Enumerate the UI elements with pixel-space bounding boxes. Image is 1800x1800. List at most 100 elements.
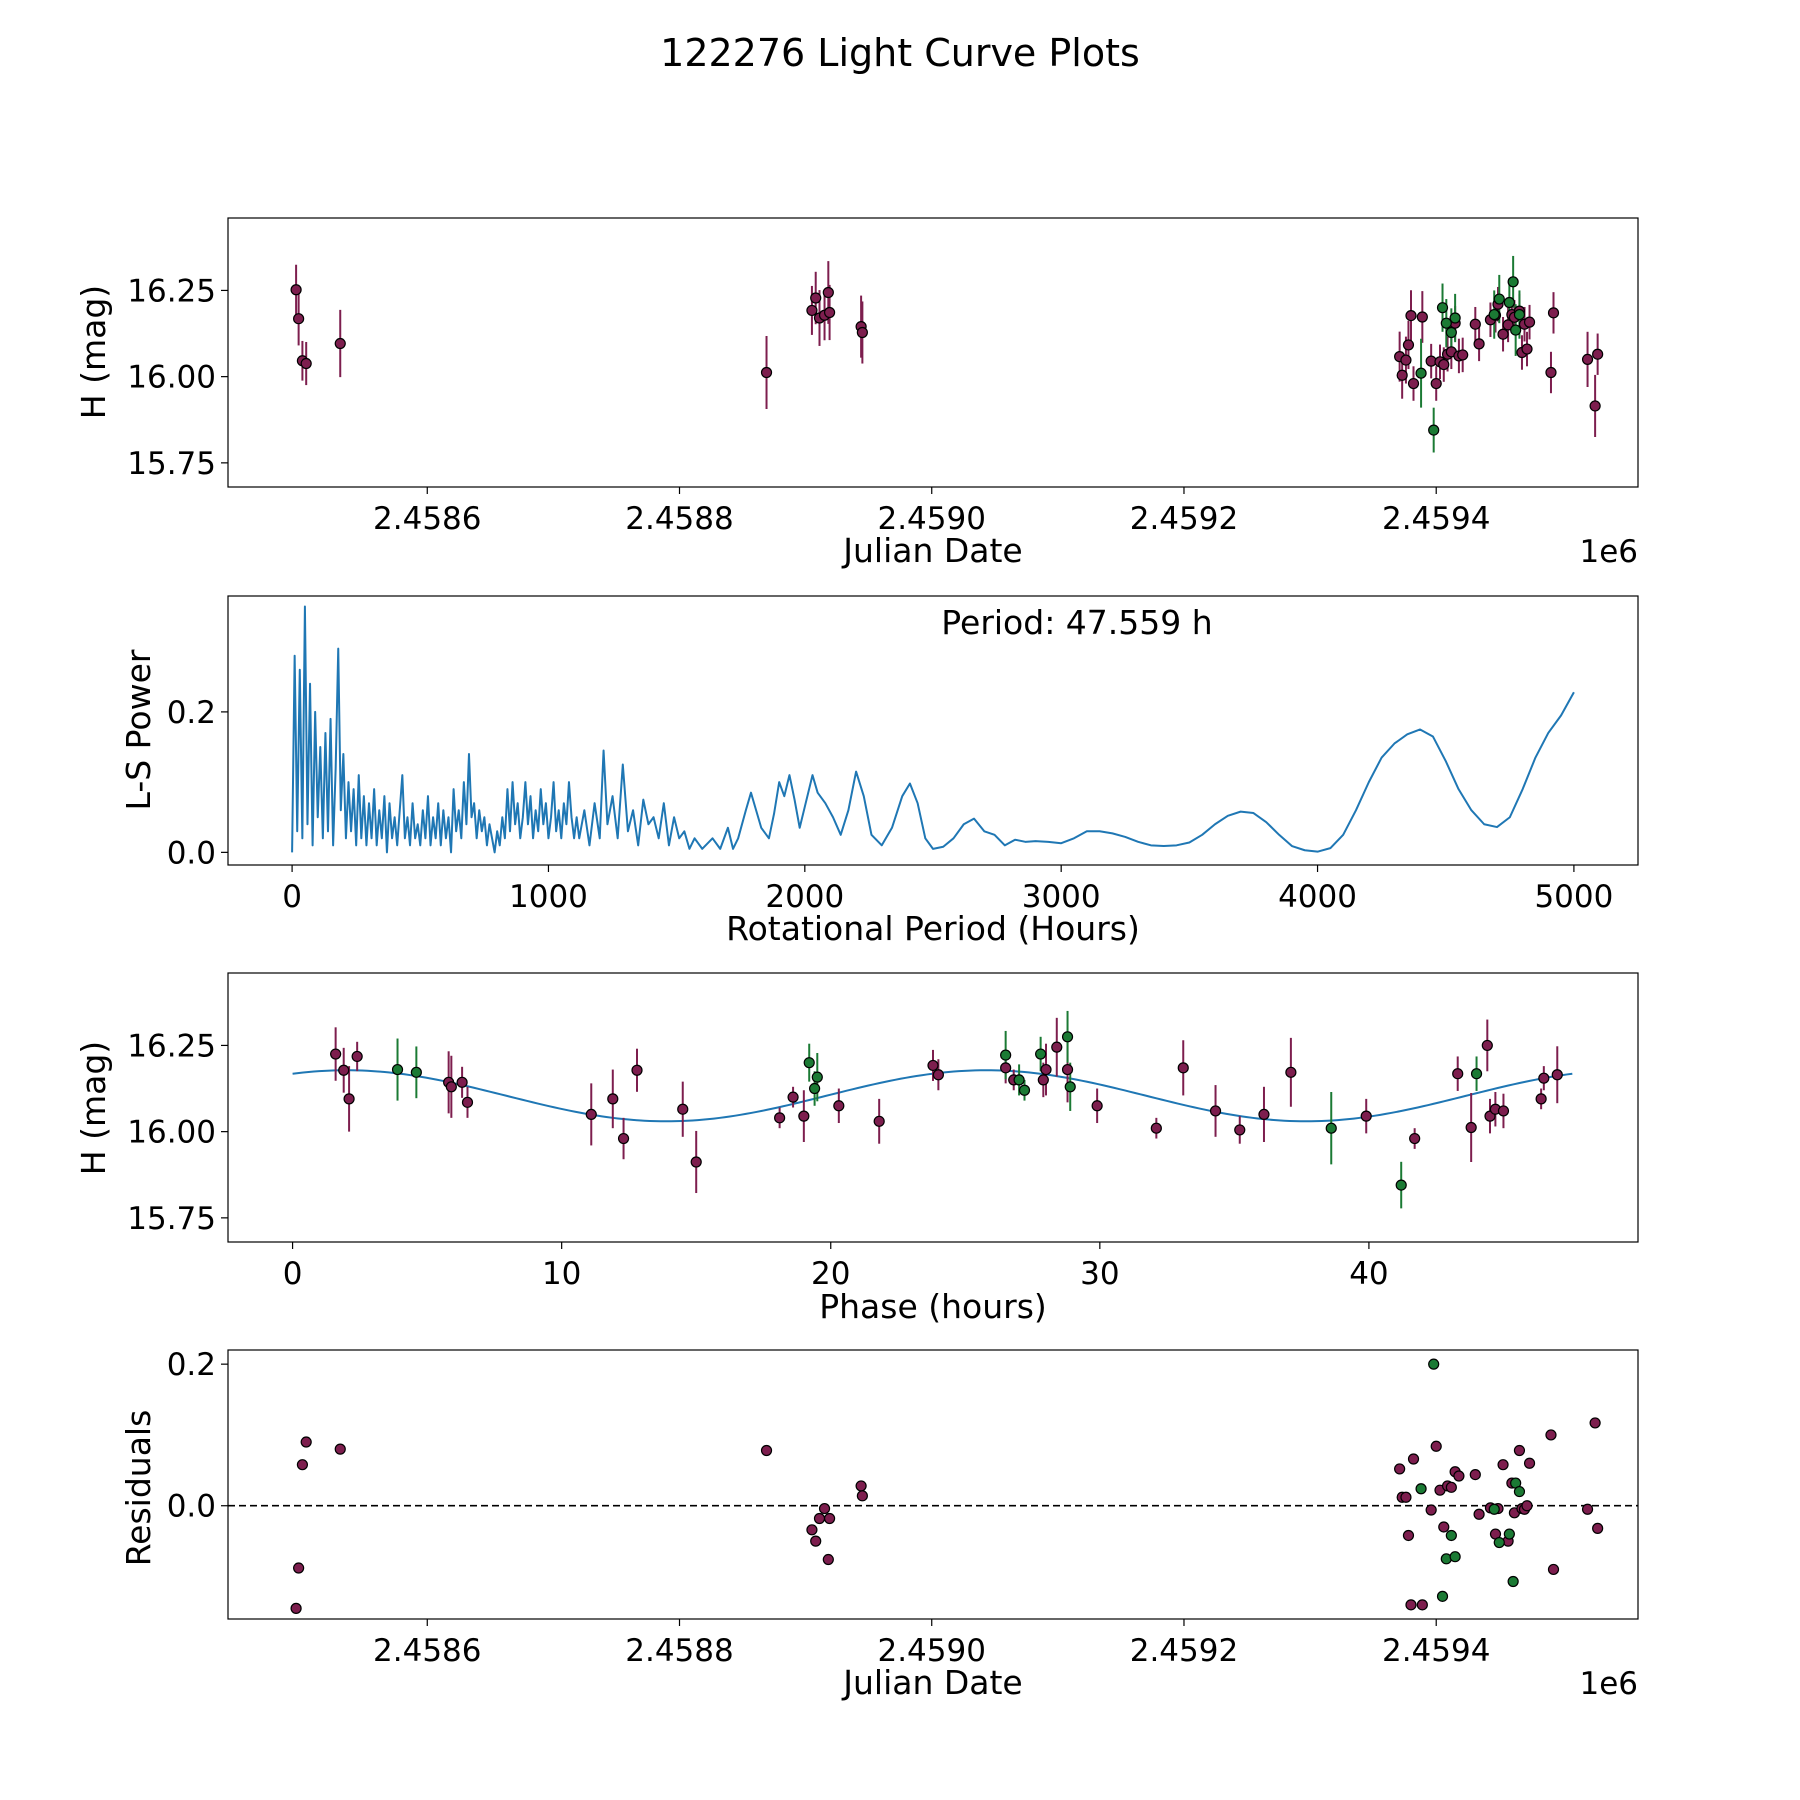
x-tick-label: 2.4586: [373, 1633, 481, 1669]
y-tick-label: 15.75: [127, 1201, 216, 1237]
data-point: [1035, 1048, 1047, 1060]
x-tick-label: 2.4590: [877, 1633, 985, 1669]
x-tick-label: 2.4590: [877, 501, 985, 537]
periodogram-axes-frame: [227, 595, 1639, 866]
x-tick-label: 5000: [1534, 879, 1613, 915]
data-point: [1513, 1485, 1526, 1498]
data-point: [1037, 1074, 1049, 1086]
data-point: [1415, 1483, 1427, 1495]
data-point: [1395, 1179, 1407, 1191]
data-point: [1415, 367, 1427, 379]
data-point: [1592, 348, 1604, 360]
x-tick-label: 2.4588: [625, 501, 733, 537]
data-point: [1436, 1590, 1449, 1602]
data-point: [932, 1069, 944, 1081]
data-point: [1051, 1041, 1063, 1053]
data-point: [631, 1064, 643, 1076]
data-point: [1325, 1122, 1337, 1134]
data-point: [300, 1436, 312, 1448]
residuals-panel: 2.4586 2.4588 2.4590 2.4592 2.4594 0.0 0.2 Jul…: [119, 1347, 1639, 1702]
data-point: [1457, 349, 1469, 361]
data-point: [1493, 1536, 1505, 1549]
x-tick-label: 2.4592: [1130, 501, 1238, 537]
y-tick-label: 16.25: [127, 273, 216, 309]
data-point: [461, 1096, 474, 1108]
periodogram-panel: 0 1000 2000 3000 4000 5000 0.0 0.2 Period: 47.5…: [119, 595, 1639, 948]
data-point: [856, 1490, 868, 1502]
lightcurve-axes-frame: [227, 217, 1639, 488]
data-point: [1470, 1068, 1483, 1080]
data-point: [760, 1444, 773, 1457]
x-tick-label: 1000: [509, 879, 588, 915]
data-point: [760, 366, 773, 379]
data-point: [873, 1115, 885, 1127]
data-point: [1473, 338, 1485, 350]
data-point: [1581, 1503, 1594, 1515]
data-point: [1547, 307, 1560, 319]
data-point: [1589, 1417, 1601, 1429]
data-point: [1018, 1084, 1031, 1096]
data-point: [1394, 1463, 1406, 1475]
data-point: [822, 286, 834, 299]
x-tick-label: 3000: [1022, 879, 1101, 915]
data-point: [1064, 1081, 1076, 1093]
data-point: [1507, 276, 1519, 288]
periodogram-line: [291, 605, 1575, 854]
data-point: [1430, 1440, 1442, 1452]
data-point: [1285, 1066, 1297, 1078]
data-point: [1428, 1358, 1440, 1370]
residuals-ylabel: Residuals: [119, 1410, 158, 1567]
data-point: [1436, 302, 1449, 314]
data-point: [1402, 1529, 1415, 1542]
data-point: [1538, 1072, 1550, 1084]
data-point: [833, 1100, 845, 1112]
residuals-axes-frame: [227, 1349, 1639, 1620]
data-point: [1402, 339, 1415, 351]
data-point: [798, 1110, 810, 1122]
data-point: [1209, 1105, 1222, 1117]
x-tick-label: 2.4586: [373, 501, 481, 537]
data-point: [1497, 328, 1509, 340]
data-point: [823, 1512, 836, 1525]
y-tick-label: 16.00: [127, 360, 216, 396]
data-point: [1445, 326, 1457, 339]
data-point: [1438, 358, 1450, 371]
y-tick-label: 0.2: [167, 695, 216, 731]
data-point: [1438, 1521, 1450, 1533]
data-point: [1400, 1491, 1412, 1503]
data-point: [1445, 1529, 1457, 1542]
x-tick-label: 2.4594: [1382, 1633, 1490, 1669]
data-point: [810, 1535, 822, 1547]
data-point: [1440, 317, 1452, 329]
data-point: [810, 292, 822, 304]
data-point: [1513, 1444, 1526, 1457]
data-point: [1453, 1470, 1465, 1482]
lightcurve-offset-text: 1e6: [1579, 534, 1638, 570]
x-tick-label: 2.4594: [1382, 501, 1490, 537]
data-point: [855, 1480, 867, 1492]
data-point: [293, 313, 305, 325]
data-point: [1589, 400, 1601, 412]
data-point: [1449, 312, 1461, 324]
data-point: [1469, 1468, 1481, 1481]
data-point: [1547, 1563, 1560, 1576]
residuals-xlabel: Julian Date: [841, 1663, 1023, 1702]
data-point: [1405, 1599, 1417, 1611]
data-point: [1013, 1074, 1025, 1086]
data-point: [1592, 1522, 1604, 1534]
lightcurve-ylabel: H (mag): [74, 285, 113, 419]
data-point: [1535, 1093, 1547, 1105]
x-tick-label: 2000: [765, 879, 844, 915]
x-tick-label: 30: [1080, 1256, 1119, 1292]
y-tick-label: 16.00: [127, 1115, 216, 1151]
data-point: [823, 306, 836, 319]
data-point: [1465, 1121, 1477, 1134]
data-point: [677, 1103, 689, 1115]
x-tick-label: 10: [542, 1256, 581, 1292]
data-point: [1581, 353, 1594, 365]
data-point: [1469, 318, 1481, 330]
phase-panel: 0 10 20 30 40 15.75 16.00 16.25 Phase (hours) H…: [74, 972, 1639, 1326]
data-point: [1445, 1481, 1457, 1493]
data-point: [806, 1524, 818, 1536]
figure-title: 122276 Light Curve Plots: [660, 31, 1140, 75]
